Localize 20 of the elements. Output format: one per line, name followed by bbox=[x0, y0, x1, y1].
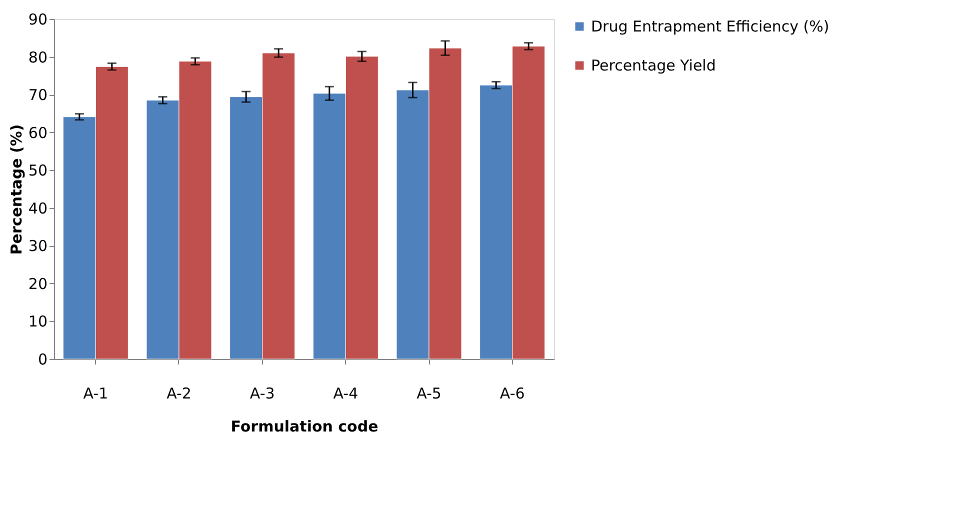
x-tick-label: A-1 bbox=[83, 384, 108, 402]
x-tick-label: A-2 bbox=[166, 384, 192, 402]
x-tick-label: A-5 bbox=[416, 384, 442, 402]
x-tick-label: A-4 bbox=[333, 384, 358, 402]
x-tick-label: A-3 bbox=[250, 384, 275, 402]
y-tick-label: 30 bbox=[28, 237, 48, 256]
y-tick-label: 90 bbox=[28, 10, 48, 28]
y-axis-title: Percentage (%) bbox=[7, 124, 26, 255]
y-tick-label: 70 bbox=[28, 86, 48, 104]
x-axis-title: Formulation code bbox=[230, 418, 378, 436]
y-tick-label: 80 bbox=[28, 48, 48, 66]
x-tick-label: A-6 bbox=[500, 384, 525, 402]
y-tick-label: 20 bbox=[28, 274, 48, 293]
y-tick-label: 50 bbox=[28, 162, 48, 180]
y-tick-label: 0 bbox=[38, 350, 48, 368]
y-tick-label: 60 bbox=[28, 124, 48, 142]
legend-label: Percentage Yield bbox=[591, 56, 716, 74]
legend-label: Drug Entrapment Efficiency (%) bbox=[591, 18, 830, 36]
y-tick-label: 10 bbox=[28, 312, 48, 331]
y-tick-label: 40 bbox=[28, 199, 48, 218]
